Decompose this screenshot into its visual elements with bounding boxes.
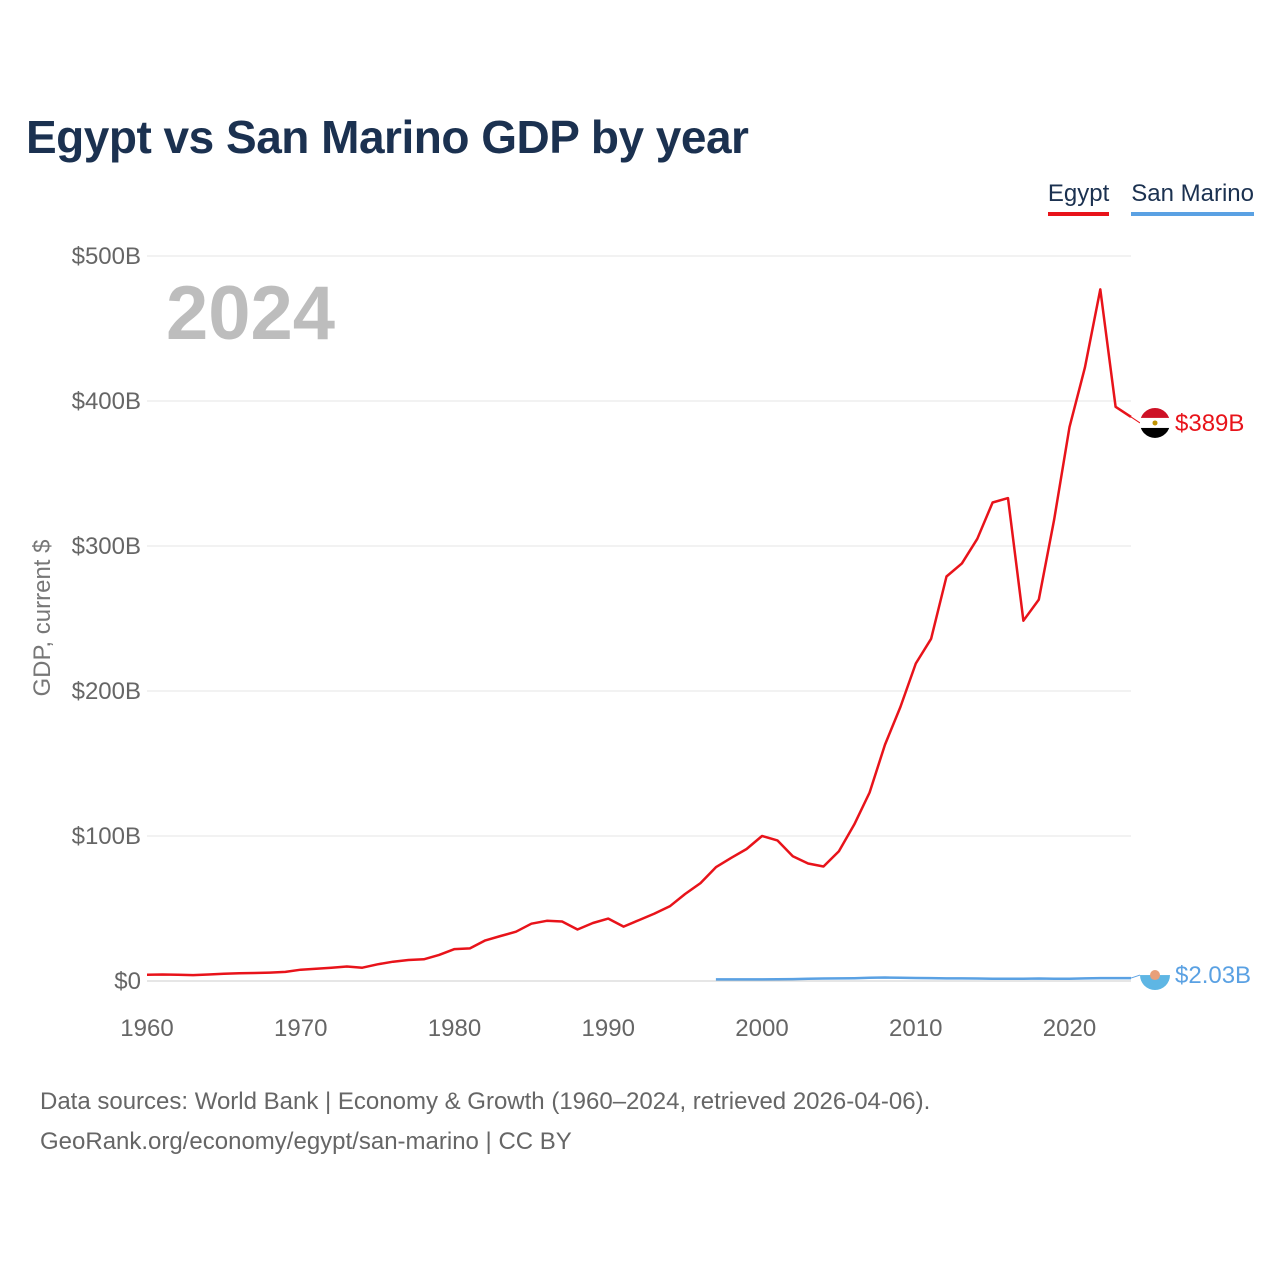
x-tick-label: 2020 — [1043, 1015, 1096, 1042]
egypt-flag-icon — [1140, 407, 1170, 438]
end-markers: $389B $2.03B — [1130, 407, 1251, 991]
x-tick-label: 2010 — [889, 1015, 942, 1042]
y-tick-label: $500B — [72, 243, 141, 270]
y-axis-label: GDP, current $ — [29, 540, 56, 697]
x-tick-label: 1980 — [428, 1015, 481, 1042]
y-tick-label: $300B — [72, 533, 141, 560]
legend: Egypt San Marino — [1047, 180, 1254, 216]
san-marino-flag-icon — [1140, 960, 1170, 991]
x-axis: 1960 1970 1980 1990 2000 2010 2020 — [120, 1015, 1096, 1042]
legend-item-san-marino[interactable]: San Marino — [1131, 180, 1254, 216]
chart-title: Egypt vs San Marino GDP by year — [26, 111, 749, 163]
footer-sources: Data sources: World Bank | Economy & Gro… — [40, 1088, 931, 1115]
series-lines — [146, 288, 1132, 981]
san-marino-leader-line — [1130, 974, 1141, 979]
x-tick-label: 1990 — [582, 1015, 635, 1042]
egypt-leader-line — [1130, 416, 1141, 424]
y-tick-label: $0 — [114, 968, 141, 995]
legend-item-egypt[interactable]: Egypt — [1047, 180, 1110, 216]
x-tick-label: 1960 — [120, 1015, 173, 1042]
egypt-end-label: $389B — [1175, 410, 1244, 437]
y-tick-label: $400B — [72, 388, 141, 415]
y-axis: $0 $100B $200B $300B $400B $500B — [72, 243, 141, 995]
year-watermark: 2024 — [166, 271, 335, 356]
series-line-san-marino[interactable] — [715, 976, 1131, 981]
series-line-egypt[interactable] — [146, 288, 1132, 977]
gridlines — [147, 255, 1131, 982]
san-marino-end-label: $2.03B — [1175, 962, 1251, 989]
y-tick-label: $100B — [72, 823, 141, 850]
chart: $0 $100B $200B $300B $400B $500B 1960 1970 1980… — [29, 243, 1251, 1042]
y-tick-label: $200B — [72, 678, 141, 705]
footer-link[interactable]: GeoRank.org/economy/egypt/san-marino | C… — [40, 1128, 572, 1155]
x-tick-label: 1970 — [274, 1015, 327, 1042]
footer: Data sources: World Bank | Economy & Gro… — [40, 1082, 930, 1162]
x-tick-label: 2000 — [735, 1015, 788, 1042]
